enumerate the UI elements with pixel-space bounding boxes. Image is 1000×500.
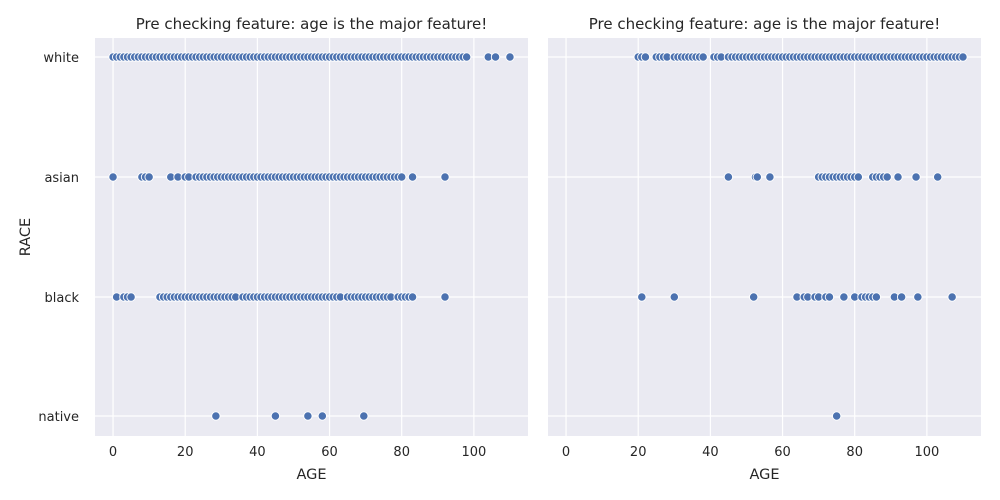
data-point-white xyxy=(640,52,651,62)
data-point-native xyxy=(832,411,842,421)
data-point-asian xyxy=(882,172,892,182)
data-point-white xyxy=(462,52,472,62)
data-point-black xyxy=(896,292,907,302)
data-point-black xyxy=(637,292,647,302)
x-tick-label: 60 xyxy=(774,445,791,460)
x-tick-label: 100 xyxy=(914,445,939,460)
x-tick-label: 40 xyxy=(702,445,719,460)
data-point-native xyxy=(359,411,369,421)
data-point-asian xyxy=(108,172,118,182)
data-point-black xyxy=(871,292,882,302)
x-tick-label: 100 xyxy=(461,445,486,460)
data-point-black xyxy=(913,292,923,302)
data-point-black xyxy=(839,292,849,302)
data-point-white xyxy=(490,52,501,62)
x-tick-label: 0 xyxy=(109,445,117,460)
data-point-asian xyxy=(723,172,734,182)
y-tick-label-black: black xyxy=(44,291,79,306)
data-point-native xyxy=(303,411,313,421)
data-point-asian xyxy=(911,172,921,182)
data-point-black xyxy=(440,292,450,302)
data-point-asian xyxy=(765,172,775,182)
data-point-black xyxy=(947,292,957,302)
x-axis-label: AGE xyxy=(296,467,326,483)
data-point-white xyxy=(698,52,708,62)
data-point-white xyxy=(958,52,968,62)
x-tick-label: 80 xyxy=(393,445,410,460)
data-point-black xyxy=(749,292,759,302)
chart-title: Pre checking feature: age is the major f… xyxy=(589,15,941,33)
x-tick-label: 80 xyxy=(846,445,863,460)
plot-area xyxy=(95,38,528,436)
left-scatter-panel: 0 20 40 60 80 100 white asian black native Pre che… xyxy=(18,15,528,483)
data-point-asian xyxy=(440,172,450,182)
y-tick-label-white: white xyxy=(43,51,79,66)
data-point-asian xyxy=(893,172,903,182)
x-axis-label: AGE xyxy=(749,467,779,483)
data-point-native xyxy=(317,411,327,421)
data-point-asian xyxy=(397,172,407,182)
data-point-asian xyxy=(407,172,418,182)
y-tick-label-asian: asian xyxy=(44,171,79,186)
x-tick-label: 40 xyxy=(249,445,266,460)
data-point-asian xyxy=(853,172,863,182)
chart-title: Pre checking feature: age is the major f… xyxy=(136,15,488,33)
data-point-black xyxy=(126,292,136,302)
x-tick-label: 60 xyxy=(321,445,338,460)
data-point-native xyxy=(211,411,221,421)
x-tick-label: 20 xyxy=(177,445,194,460)
data-point-white xyxy=(505,52,515,62)
data-point-asian xyxy=(752,172,762,182)
data-point-black xyxy=(669,292,679,302)
x-tick-label: 20 xyxy=(630,445,647,460)
plot-area xyxy=(548,38,981,436)
y-axis-label: RACE xyxy=(18,218,34,256)
data-point-black xyxy=(824,292,835,302)
data-point-black xyxy=(407,292,418,302)
right-scatter-panel: 0 20 40 60 80 100 Pre checking feature: age is… xyxy=(548,15,981,483)
y-tick-label-native: native xyxy=(38,410,79,425)
data-point-asian xyxy=(144,172,154,182)
data-point-native xyxy=(270,411,281,421)
x-tick-label: 0 xyxy=(562,445,570,460)
data-point-asian xyxy=(933,172,943,182)
